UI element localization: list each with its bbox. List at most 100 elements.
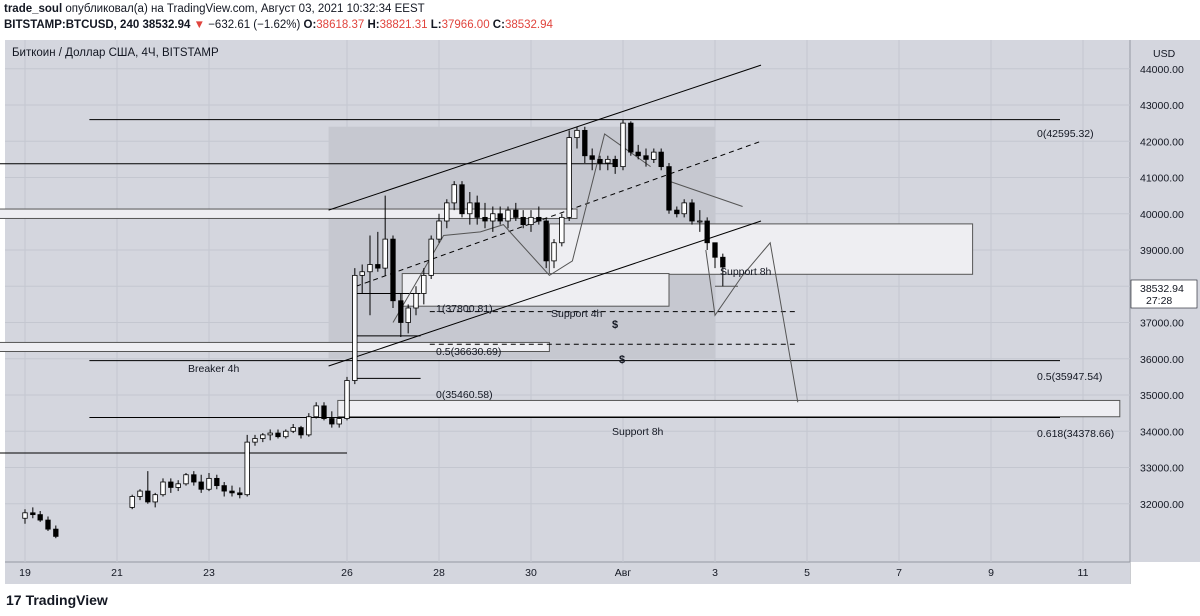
candle-up (160, 481, 166, 496)
open-value: 38618.37 (316, 19, 365, 31)
candle-up (413, 293, 419, 309)
zone-support-8h-upper (548, 223, 974, 275)
x-tick-label: 21 (111, 567, 123, 579)
candle-up (306, 416, 312, 436)
candle-up (490, 213, 496, 222)
x-tick-label: 26 (341, 567, 353, 579)
x-tick-label: 28 (433, 567, 445, 579)
price-change: −632.61 (−1.62%) (208, 19, 301, 31)
candle-down (459, 184, 465, 215)
x-tick-label: 9 (988, 567, 994, 579)
candle-down (704, 220, 710, 244)
time-axis[interactable] (5, 562, 1130, 584)
fib-mid-label: 0.5(35947.54) (1037, 371, 1102, 383)
candle-up (344, 380, 350, 419)
candle-up (352, 274, 358, 381)
candle-down (275, 432, 281, 438)
candle-up (574, 129, 580, 139)
candle-up (428, 238, 434, 276)
candle-up (681, 202, 687, 215)
candle-down (536, 216, 542, 222)
local-fib-05-label: 0.5(36630.69) (436, 346, 501, 358)
candle-up (283, 430, 289, 438)
publish-line: trade_soul опубликовал(а) на TradingView… (4, 3, 425, 15)
y-axis-ticks: 32000.00 33000.00 34000.00 35000.00 36000.00… (1140, 64, 1184, 511)
candle-up (566, 137, 572, 218)
candle-up (467, 202, 473, 215)
candle-up (137, 490, 143, 497)
candle-up (152, 494, 158, 503)
x-tick-label: 23 (203, 567, 215, 579)
candle-up (359, 271, 365, 276)
tradingview-logo[interactable]: 17 TradingView (6, 592, 108, 608)
candle-down (321, 405, 327, 419)
breaker-4h-label: Breaker 4h (188, 363, 240, 375)
candle-up (551, 242, 557, 262)
candle-down (712, 242, 718, 258)
candle-up (290, 427, 296, 432)
tv-logo-icon: 17 (6, 592, 22, 608)
candle-down (520, 216, 526, 226)
x-tick-label: 3 (712, 567, 718, 579)
candle-down (398, 300, 404, 323)
symbol-label[interactable]: BITSTAMP:BTCUSD, 240 (4, 19, 140, 31)
last-price-label-box (1130, 279, 1198, 309)
support-8h-upper-label: Support 8h (720, 266, 772, 278)
candle-down (720, 256, 726, 268)
candle-up (260, 434, 266, 439)
chart-title: Биткоин / Доллар США, 4Ч, BITSTAMP (12, 47, 219, 59)
local-fib-0-label: 0(35460.58) (436, 389, 493, 401)
candle-up (382, 238, 388, 269)
candle-down (474, 202, 480, 218)
zone-resistance (0, 208, 578, 219)
candle-up (528, 216, 534, 226)
candle-timer: 27:28 (1146, 295, 1172, 307)
candle-up (620, 122, 626, 168)
candle-up (405, 307, 411, 323)
y-tick-label: 32000.00 (1140, 499, 1184, 511)
channel-bottom (328, 220, 762, 367)
y-tick-label: 37000.00 (1140, 318, 1184, 330)
x-tick-label: Авг (615, 567, 632, 579)
candle-down (612, 158, 618, 168)
candle-up (697, 220, 703, 223)
last-price-label: 38532.94 (1140, 283, 1184, 295)
candle-down (53, 528, 59, 537)
x-tick-label: 19 (19, 567, 31, 579)
open-label: O: (303, 19, 317, 31)
candle-down (329, 418, 335, 425)
candle-down (666, 166, 672, 211)
candle-down (589, 155, 595, 160)
y-tick-label: 44000.00 (1140, 64, 1184, 76)
author-name[interactable]: trade_soul (4, 3, 63, 15)
candle-up (313, 405, 319, 418)
channel-top (328, 64, 762, 211)
candle-up (175, 483, 181, 488)
x-tick-label: 11 (1078, 567, 1089, 579)
x-tick-label: 5 (804, 567, 810, 579)
price-chart[interactable]: 32000.00 33000.00 34000.00 35000.00 36000.00… (0, 40, 1200, 584)
candle-down (674, 209, 680, 215)
candle-up (22, 512, 28, 519)
low-label: L: (430, 19, 442, 31)
candle-down (390, 238, 396, 302)
y-tick-label: 39000.00 (1140, 245, 1184, 257)
x-axis-ticks: 19 21 23 26 28 30 Авг 3 5 7 9 11 (19, 567, 1088, 579)
candle-down (30, 512, 36, 516)
candle-up (605, 158, 611, 164)
projection-path-1 (392, 133, 651, 323)
candle-up (244, 441, 250, 496)
support-8h-lower-label: Support 8h (612, 426, 664, 438)
drawing-lines (0, 64, 1060, 454)
candle-down (198, 481, 204, 490)
candle-down (513, 209, 519, 218)
candle-down (298, 427, 304, 436)
candle-down (145, 490, 151, 503)
candle-down (168, 481, 174, 488)
x-tick-label: 30 (525, 567, 537, 579)
projection-arrow-1 (668, 180, 743, 207)
candle-down (375, 264, 381, 269)
candle-down (482, 216, 488, 222)
fib-top-label: 0(42595.32) (1037, 128, 1094, 140)
candle-up (421, 274, 427, 294)
